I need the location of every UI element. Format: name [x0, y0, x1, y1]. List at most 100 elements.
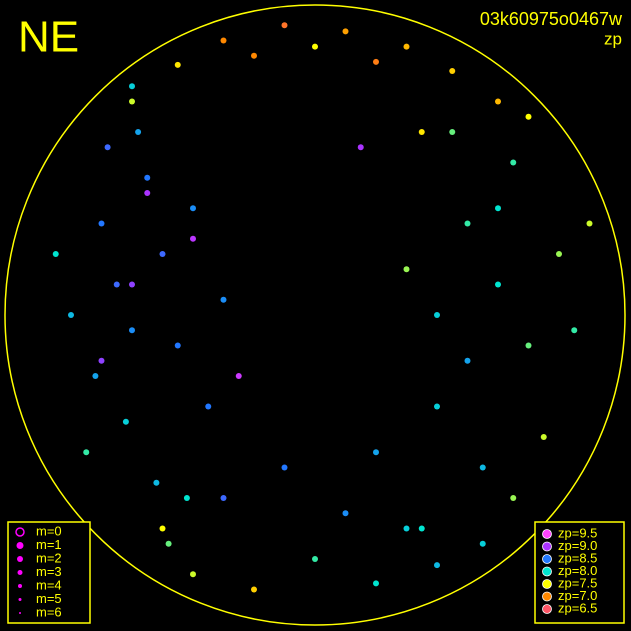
star-point	[183, 495, 190, 501]
size-legend-marker	[15, 527, 25, 537]
star-point	[464, 220, 471, 227]
size-legend-marker	[17, 556, 23, 562]
chart-title: NE	[18, 13, 79, 62]
chart-subtitle: 03k60975o0467w	[480, 9, 623, 29]
star-point	[495, 281, 501, 288]
star-point	[98, 357, 105, 364]
star-point	[122, 418, 129, 425]
color-legend-marker	[542, 566, 552, 577]
star-point	[403, 43, 410, 50]
color-legend-marker	[542, 554, 552, 564]
star-point	[129, 327, 135, 334]
star-point	[153, 479, 160, 486]
star-point	[220, 37, 227, 44]
color-legend-marker	[542, 529, 552, 539]
size-legend-label: m=2	[36, 550, 62, 565]
star-point	[144, 174, 151, 181]
star-point	[312, 556, 318, 562]
star-point	[251, 586, 257, 593]
size-legend-marker	[17, 570, 23, 575]
star-point	[571, 327, 578, 334]
star-point	[144, 190, 151, 196]
color-legend-label: zp=7.0	[558, 588, 597, 603]
size-legend-label: m=0	[36, 523, 62, 538]
sky-circle	[4, 4, 626, 626]
star-point	[235, 373, 242, 379]
star-point	[205, 403, 212, 410]
star-point	[434, 403, 440, 410]
star-point	[357, 144, 364, 151]
color-legend-label: zp=9.5	[558, 525, 597, 540]
star-point	[129, 281, 135, 288]
star-point	[403, 266, 410, 273]
star-point	[342, 510, 349, 517]
size-legend-label: m=1	[36, 537, 62, 552]
star-point	[495, 98, 501, 105]
star-point	[479, 540, 486, 547]
star-point	[129, 83, 135, 90]
star-point	[159, 525, 166, 532]
star-point	[510, 495, 517, 501]
size-legend-marker	[19, 612, 21, 614]
star-point	[418, 129, 425, 135]
color-legend-label: zp=8.0	[558, 563, 597, 578]
star-point	[190, 205, 196, 212]
star-point	[281, 22, 288, 29]
annotation: zp	[604, 29, 622, 48]
star-point	[220, 296, 227, 303]
star-point	[83, 449, 90, 456]
star-point	[190, 235, 196, 242]
star-point	[510, 159, 517, 166]
star-point	[52, 251, 59, 257]
star-point	[104, 144, 111, 151]
color-legend-label: zp=7.5	[558, 575, 597, 590]
color-legend-marker	[542, 541, 552, 552]
star-point	[418, 525, 425, 532]
star-point	[373, 449, 379, 456]
star-point	[92, 373, 99, 379]
size-legend-marker	[18, 598, 22, 601]
star-point	[159, 251, 166, 257]
star-point	[525, 113, 532, 120]
star-point	[525, 342, 532, 349]
star-point	[68, 312, 74, 318]
star-point	[98, 220, 105, 227]
star-point	[373, 58, 379, 65]
size-legend-label: m=5	[36, 591, 62, 606]
color-legend-marker	[542, 579, 552, 589]
size-legend-label: m=6	[36, 604, 62, 619]
star-point	[373, 580, 379, 587]
star-point	[135, 129, 142, 135]
color-legend-label: zp=8.5	[558, 550, 597, 565]
star-point	[342, 28, 349, 35]
star-point	[190, 571, 196, 578]
star-point	[174, 61, 181, 68]
star-point	[540, 434, 547, 440]
star-point	[464, 357, 471, 364]
star-point	[174, 342, 181, 349]
star-point	[586, 220, 593, 227]
star-point	[129, 98, 135, 105]
star-point	[449, 129, 456, 135]
color-legend-marker	[542, 604, 552, 614]
star-point	[165, 540, 172, 547]
star-point	[495, 205, 501, 212]
star-point	[434, 312, 440, 318]
star-point	[251, 52, 257, 59]
star-point	[281, 464, 288, 471]
star-point	[449, 68, 456, 74]
star-point	[434, 562, 440, 569]
size-legend-marker	[18, 584, 22, 588]
star-point	[220, 495, 227, 501]
size-legend-label: m=4	[36, 577, 62, 592]
star-point	[403, 525, 410, 532]
color-legend-label: zp=9.0	[558, 538, 597, 553]
star-point	[312, 43, 318, 50]
star-point	[556, 251, 562, 257]
star-point	[479, 464, 486, 471]
size-legend-label: m=3	[36, 564, 62, 579]
color-legend-label: zp=6.5	[558, 600, 597, 615]
